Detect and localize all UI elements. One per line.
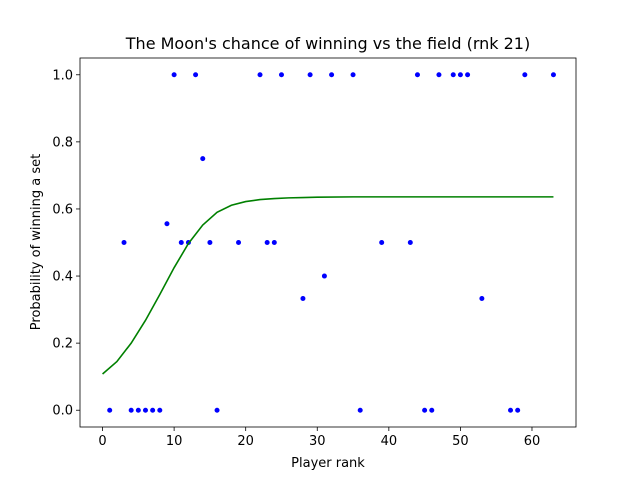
y-tick-label-2: 0.4 — [52, 270, 73, 285]
data-point-38 — [522, 72, 528, 78]
data-point-4 — [142, 407, 148, 413]
chart-title: The Moon's chance of winning vs the fiel… — [125, 34, 530, 53]
data-point-33 — [457, 72, 463, 78]
y-axis: 0.0 0.2 0.4 0.6 0.8 1.0 — [52, 68, 80, 419]
data-point-13 — [207, 240, 213, 245]
x-tick-label-4: 40 — [381, 434, 398, 449]
data-point-26 — [379, 240, 385, 245]
data-point-16 — [257, 72, 263, 78]
x-axis-label: Player rank — [291, 456, 365, 471]
plot-area — [102, 72, 556, 413]
data-point-32 — [450, 72, 456, 78]
data-point-15 — [236, 240, 242, 245]
data-point-14 — [214, 407, 220, 413]
y-tick-label-0: 0.0 — [52, 404, 73, 419]
data-point-37 — [515, 407, 521, 413]
data-point-11 — [193, 72, 199, 78]
fit-curve — [102, 196, 554, 375]
data-point-39 — [550, 72, 556, 78]
data-point-23 — [329, 72, 335, 78]
data-point-35 — [479, 296, 485, 302]
data-point-22 — [321, 273, 327, 279]
plot-frame — [79, 57, 577, 428]
x-tick-label-5: 50 — [452, 434, 469, 449]
y-tick-label-4: 0.8 — [52, 135, 73, 150]
data-point-19 — [278, 72, 284, 78]
data-point-30 — [429, 407, 435, 413]
data-point-24 — [350, 72, 356, 78]
x-tick-label-6: 60 — [524, 434, 541, 449]
data-point-27 — [407, 240, 413, 245]
data-point-21 — [307, 72, 313, 78]
x-tick-label-2: 20 — [237, 434, 254, 449]
data-point-29 — [422, 407, 428, 413]
data-point-36 — [508, 407, 514, 413]
data-point-2 — [128, 407, 134, 413]
data-point-9 — [178, 240, 184, 245]
data-point-31 — [436, 72, 442, 78]
data-point-0 — [107, 407, 113, 413]
y-axis-label: Probability of winning a set — [29, 154, 44, 330]
x-axis: 0 10 20 30 40 50 60 — [98, 427, 540, 449]
data-point-18 — [271, 240, 277, 245]
data-point-6 — [157, 407, 163, 413]
data-point-12 — [200, 156, 206, 162]
data-point-5 — [150, 407, 156, 413]
data-point-7 — [164, 221, 170, 227]
data-point-3 — [135, 407, 141, 413]
data-point-20 — [300, 296, 306, 302]
data-point-8 — [171, 72, 177, 78]
y-tick-label-5: 1.0 — [52, 68, 73, 83]
data-point-25 — [357, 407, 363, 413]
data-point-17 — [264, 240, 270, 245]
x-tick-label-0: 0 — [98, 434, 106, 449]
data-point-28 — [414, 72, 420, 78]
x-tick-label-1: 10 — [166, 434, 183, 449]
y-tick-label-3: 0.6 — [52, 202, 73, 217]
data-point-1 — [121, 240, 127, 245]
y-tick-label-1: 0.2 — [52, 337, 73, 352]
x-tick-label-3: 30 — [309, 434, 326, 449]
data-point-34 — [465, 72, 471, 78]
